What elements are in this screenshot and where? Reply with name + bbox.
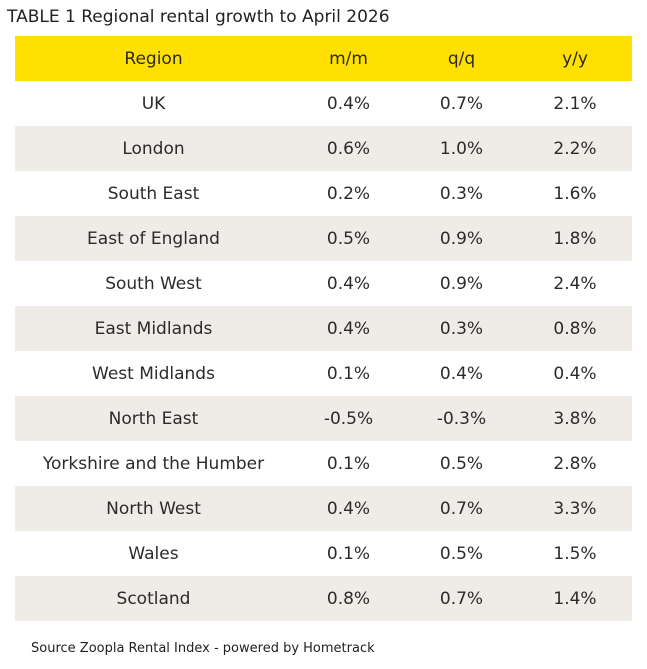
- yy-cell: 1.5%: [553, 543, 597, 564]
- table-row: UK 0.4% 0.7% 2.1%: [15, 81, 632, 126]
- header-region: Region: [124, 48, 183, 69]
- yy-cell: 0.8%: [553, 318, 597, 339]
- yy-cell: 3.3%: [553, 498, 597, 519]
- table-row: East of England 0.5% 0.9% 1.8%: [15, 216, 632, 261]
- mm-cell: 0.1%: [326, 543, 371, 564]
- mm-cell: 0.2%: [326, 183, 371, 204]
- mm-cell: 0.5%: [326, 228, 371, 249]
- qq-cell: 0.5%: [439, 453, 484, 474]
- mm-cell: 0.6%: [326, 138, 371, 159]
- yy-cell: 1.8%: [553, 228, 597, 249]
- regional-rental-growth-table: Region m/m q/q y/y UK 0.4% 0.7% 2.1% Lon…: [15, 36, 632, 621]
- yy-cell: 0.4%: [553, 363, 597, 384]
- yy-cell: 1.4%: [553, 588, 597, 609]
- region-cell: South East: [107, 183, 200, 204]
- yy-cell: 2.2%: [553, 138, 597, 159]
- header-year-on-year: y/y: [562, 48, 588, 69]
- mm-cell: 0.8%: [326, 588, 371, 609]
- region-cell: East of England: [87, 228, 220, 249]
- region-cell: North West: [106, 498, 201, 519]
- region-cell: London: [122, 138, 185, 159]
- table-row: West Midlands 0.1% 0.4% 0.4%: [15, 351, 632, 396]
- table-row: South West 0.4% 0.9% 2.4%: [15, 261, 632, 306]
- yy-cell: 1.6%: [553, 183, 597, 204]
- qq-cell: 0.3%: [439, 318, 484, 339]
- table-row: Yorkshire and the Humber 0.1% 0.5% 2.8%: [15, 441, 632, 486]
- header-month-on-month: m/m: [329, 48, 368, 69]
- region-cell: East Midlands: [94, 318, 213, 339]
- yy-cell: 2.1%: [553, 93, 597, 114]
- qq-cell: 1.0%: [439, 138, 484, 159]
- qq-cell: 0.9%: [439, 228, 484, 249]
- region-cell: West Midlands: [92, 363, 215, 384]
- region-cell: Yorkshire and the Humber: [42, 453, 265, 474]
- qq-cell: 0.5%: [439, 543, 484, 564]
- yy-cell: 3.8%: [553, 408, 597, 429]
- qq-cell: 0.7%: [439, 498, 484, 519]
- qq-cell: 0.7%: [439, 93, 484, 114]
- table-header: Region m/m q/q y/y: [15, 36, 632, 81]
- table-row: Wales 0.1% 0.5% 1.5%: [15, 531, 632, 576]
- mm-cell: -0.5%: [323, 408, 374, 429]
- qq-cell: -0.3%: [436, 408, 487, 429]
- qq-cell: 0.7%: [439, 588, 484, 609]
- table-row: Scotland 0.8% 0.7% 1.4%: [15, 576, 632, 621]
- table-row: East Midlands 0.4% 0.3% 0.8%: [15, 306, 632, 351]
- table-row: North West 0.4% 0.7% 3.3%: [15, 486, 632, 531]
- table-row: London 0.6% 1.0% 2.2%: [15, 126, 632, 171]
- table-row: North East -0.5% -0.3% 3.8%: [15, 396, 632, 441]
- mm-cell: 0.1%: [326, 363, 371, 384]
- table-row: South East 0.2% 0.3% 1.6%: [15, 171, 632, 216]
- mm-cell: 0.1%: [326, 453, 371, 474]
- qq-cell: 0.4%: [439, 363, 484, 384]
- yy-cell: 2.8%: [553, 453, 597, 474]
- region-cell: Wales: [128, 543, 179, 564]
- region-cell: South West: [105, 273, 202, 294]
- table-title: TABLE 1 Regional rental growth to April …: [7, 7, 390, 27]
- region-cell: North East: [108, 408, 199, 429]
- mm-cell: 0.4%: [326, 318, 371, 339]
- yy-cell: 2.4%: [553, 273, 597, 294]
- region-cell: Scotland: [116, 588, 191, 609]
- header-quarter-on-quarter: q/q: [447, 48, 476, 69]
- region-cell: UK: [141, 93, 166, 114]
- table-body: UK 0.4% 0.7% 2.1% London 0.6% 1.0% 2.2% …: [15, 81, 632, 621]
- qq-cell: 0.9%: [439, 273, 484, 294]
- source-note: Source Zoopla Rental Index - powered by …: [31, 641, 375, 656]
- mm-cell: 0.4%: [326, 498, 371, 519]
- header-row: Region m/m q/q y/y: [15, 36, 632, 81]
- mm-cell: 0.4%: [326, 93, 371, 114]
- mm-cell: 0.4%: [326, 273, 371, 294]
- qq-cell: 0.3%: [439, 183, 484, 204]
